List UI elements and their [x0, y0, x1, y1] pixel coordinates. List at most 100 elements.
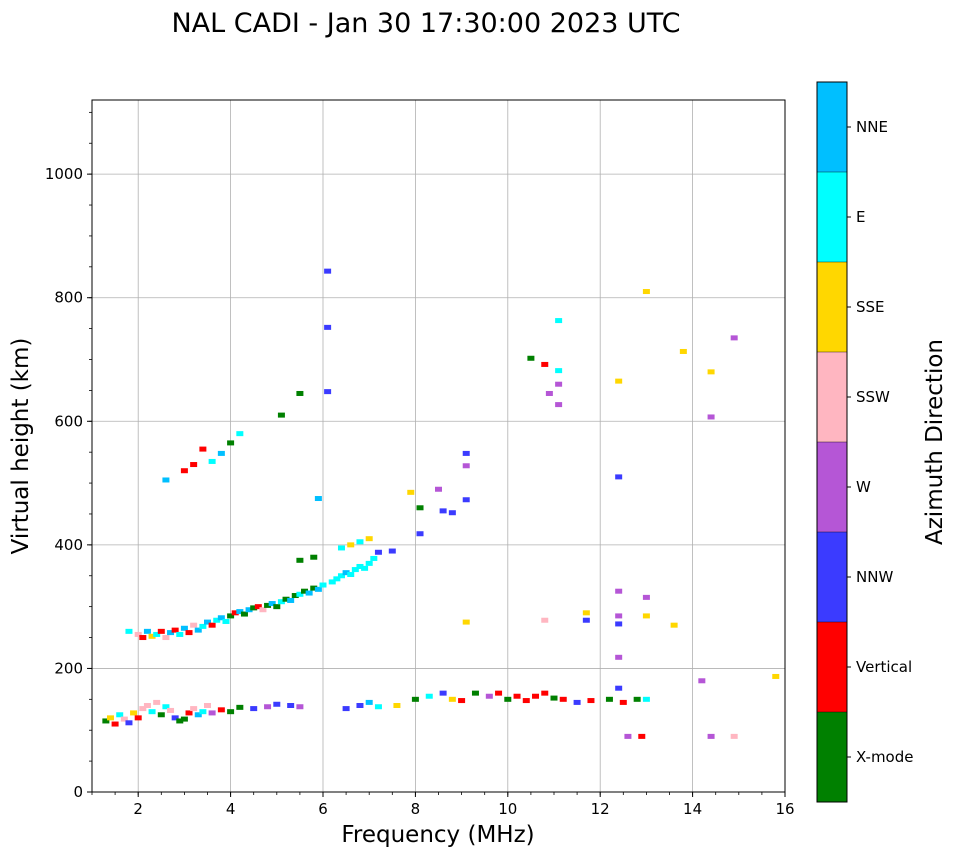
echo-point: [698, 678, 706, 684]
echo-point: [227, 613, 235, 619]
echo-point: [296, 390, 304, 396]
echo-point: [287, 703, 295, 708]
colorbar-tick-label: NNE: [856, 118, 888, 136]
echo-point: [448, 696, 456, 702]
y-tick-label: 400: [54, 536, 83, 554]
echo-point: [217, 707, 225, 713]
echo-point: [532, 693, 540, 699]
echo-point: [180, 468, 188, 474]
echo-point: [559, 696, 567, 702]
echo-point: [495, 690, 503, 696]
echo-point: [504, 696, 512, 702]
echo-point: [236, 609, 244, 615]
echo-point: [462, 450, 470, 456]
echo-point: [522, 698, 530, 704]
echo-point: [148, 633, 156, 639]
echo-point: [143, 628, 151, 634]
echo-point: [130, 710, 138, 716]
echo-point: [624, 733, 632, 739]
echo-point: [273, 701, 281, 707]
echo-point: [208, 458, 216, 464]
chart-title: NAL CADI - Jan 30 17:30:00 2023 UTC: [171, 8, 680, 39]
echo-point: [361, 565, 369, 571]
echo-point: [162, 704, 170, 710]
echo-point: [259, 607, 267, 613]
echo-point: [120, 716, 128, 722]
echo-point: [190, 706, 198, 712]
echo-point: [342, 706, 350, 712]
echo-point: [527, 355, 535, 361]
echo-point: [324, 268, 332, 274]
colorbar-segment: [817, 712, 847, 802]
echo-point: [268, 601, 276, 607]
echo-point: [707, 733, 715, 739]
echo-point: [102, 718, 110, 724]
echo-point: [157, 628, 165, 634]
x-axis-label: Frequency (MHz): [341, 822, 534, 848]
echo-point: [333, 576, 341, 582]
echo-point: [167, 630, 175, 636]
grid-lines: [92, 100, 786, 793]
echo-point: [199, 446, 207, 452]
echo-point: [264, 602, 272, 608]
echo-point: [573, 699, 581, 705]
echo-point: [730, 335, 738, 341]
echo-point: [545, 390, 553, 396]
echo-point: [615, 621, 623, 627]
echo-point: [555, 318, 563, 324]
y-tick-label: 600: [54, 412, 83, 430]
colorbar-segment: [817, 262, 847, 352]
echo-point: [227, 709, 235, 715]
echo-point: [277, 599, 285, 605]
echo-point: [296, 704, 304, 710]
echo-point: [555, 402, 563, 408]
echo-point: [356, 703, 364, 708]
echo-point: [231, 610, 239, 616]
echo-point: [282, 596, 290, 602]
colorbar-tick-label: Vertical: [856, 658, 912, 676]
echo-point: [407, 489, 415, 495]
echo-point: [356, 539, 364, 545]
echo-point: [337, 573, 345, 579]
echo-point: [139, 635, 147, 641]
x-tick-label: 16: [775, 800, 794, 818]
colorbar-tick-label: X-mode: [856, 748, 913, 766]
colorbar-segment: [817, 352, 847, 442]
colorbar: X-mode Vertical NNW W SSW SSE E NNE: [816, 81, 913, 803]
echo-point: [134, 631, 142, 637]
colorbar-label: Azimuth Direction: [922, 339, 948, 545]
colorbar-segment: [817, 82, 847, 172]
echo-point: [730, 733, 738, 739]
echo-point: [638, 733, 646, 739]
colorbar-segment: [817, 622, 847, 712]
echo-point: [615, 613, 623, 619]
echo-point: [448, 510, 456, 516]
echo-point: [199, 623, 207, 629]
echo-point: [291, 593, 299, 599]
echo-point: [204, 619, 211, 625]
echo-point: [555, 381, 563, 387]
echo-point: [236, 431, 244, 437]
echo-point: [125, 720, 133, 726]
echo-point: [416, 531, 424, 537]
echo-point: [337, 545, 345, 551]
echo-point: [582, 617, 590, 623]
echo-point: [370, 555, 378, 561]
x-tick-label: 12: [591, 800, 610, 818]
echo-point: [310, 585, 318, 591]
echo-point: [374, 549, 382, 555]
echo-point: [679, 348, 687, 354]
echo-point: [139, 706, 147, 712]
echo-point: [411, 696, 419, 702]
echo-point: [615, 685, 623, 691]
colorbar-frame: [816, 81, 848, 803]
echo-point: [347, 542, 355, 548]
colorbar-segment: [817, 442, 847, 532]
echo-point: [324, 389, 332, 395]
echo-point: [388, 548, 396, 554]
x-tick-label: 2: [133, 800, 143, 818]
echo-point: [148, 709, 156, 715]
echo-point: [236, 704, 244, 710]
echo-point: [305, 590, 313, 596]
echo-point: [111, 721, 119, 727]
